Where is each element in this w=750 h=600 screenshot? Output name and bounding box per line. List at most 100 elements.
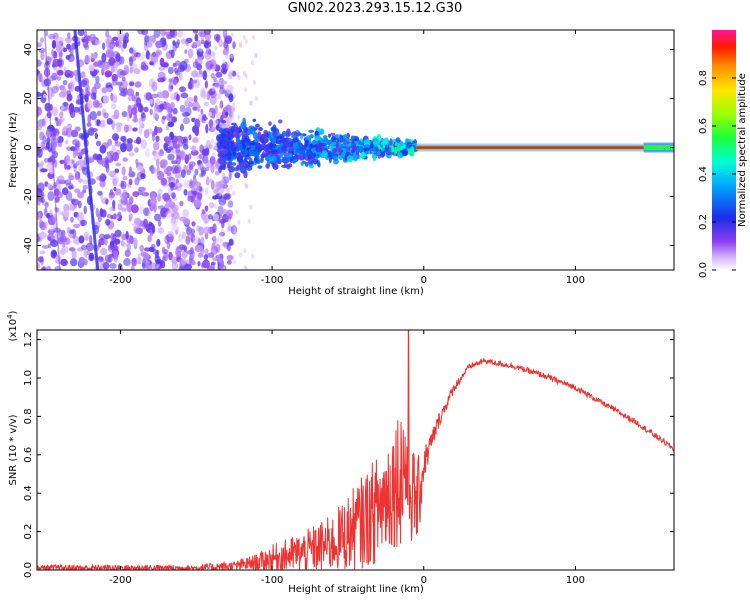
transition-blob [321,150,328,158]
noise-blob [182,209,189,218]
noise-blob [65,127,73,138]
noise-blob [47,147,52,152]
noise-blob [134,177,140,186]
noise-blob [110,232,115,242]
noise-blob [138,117,144,127]
transition-blob [268,121,272,126]
noise-blob [156,263,160,268]
noise-blob [157,227,165,235]
noise-blob [100,247,108,256]
noise-blob [120,180,127,190]
noise-blob [194,118,201,129]
noise-blob [132,118,139,123]
transition-blob [284,137,289,144]
noise-blob [150,167,157,174]
noise-blob [60,258,68,266]
transition-blob [260,153,267,159]
noise-blob [115,162,122,167]
noise-blob [120,207,127,212]
noise-blob [43,207,48,217]
spectrogram-heatmap [37,30,674,270]
transition-blob [256,143,261,148]
noise-blob [132,127,138,132]
noise-blob [235,209,239,215]
noise-blob [138,105,144,113]
x-tick-label: -200 [109,575,132,586]
noise-blob [230,69,234,75]
noise-blob [117,211,122,218]
transition-blob [264,144,272,149]
noise-blob [126,138,133,144]
noise-blob [125,230,129,240]
noise-blob [37,212,41,219]
noise-blob [39,131,45,141]
transition-blob [248,148,254,157]
noise-blob [82,189,86,194]
noise-blob [167,231,174,237]
noise-blob [101,142,109,150]
noise-blob [160,178,168,186]
noise-blob [219,232,223,237]
noise-blob [90,57,95,63]
noise-blob [178,233,183,242]
noise-blob [97,159,104,165]
noise-blob [68,229,75,235]
noise-blob [107,151,111,160]
noise-blob [212,256,219,261]
noise-blob [121,200,129,206]
transition-blob [346,155,354,163]
transition-blob [217,153,223,158]
noise-blob [252,35,256,40]
noise-blob [191,221,196,227]
transition-blob [254,123,260,128]
noise-blob [60,229,66,237]
noise-blob [211,87,215,92]
noise-blob [112,133,119,141]
noise-blob [140,112,146,122]
noise-blob [185,235,191,245]
snr-axes: -200 -100 0 100 0.0 0.2 0.4 0.6 0.8 1.0 1.2 [23,330,674,586]
y-tick-label: 0.6 [23,447,34,463]
noise-blob [140,64,149,71]
noise-blob [237,114,241,120]
noise-blob [227,200,234,208]
noise-blob [103,234,111,240]
noise-blob [217,30,222,33]
transition-blob [231,122,237,126]
noise-blob [66,226,70,234]
noise-blob [83,205,87,215]
transition-blob [294,141,299,149]
noise-blob [140,139,147,150]
noise-blob [203,254,209,260]
transition-blob [320,142,327,147]
noise-blob [243,248,247,254]
transition-blob [304,139,309,147]
transition-blob [286,163,291,170]
noise-blob [83,231,90,241]
noise-blob [210,138,214,144]
noise-blob [211,52,215,58]
noise-blob [200,166,207,175]
noise-blob [77,159,84,166]
noise-blob [194,168,199,176]
noise-blob [144,35,150,43]
y-tick-label: 1.2 [23,332,34,348]
noise-blob [186,250,194,255]
noise-blob [176,94,180,102]
noise-blob [229,185,233,190]
noise-blob [92,153,99,160]
noise-blob [210,73,215,79]
noise-blob [83,249,88,258]
noise-blob [40,51,45,61]
noise-blob [139,244,144,252]
noise-blob [37,146,41,156]
noise-blob [170,85,174,90]
noise-blob [116,125,122,132]
transition-blob [287,153,293,158]
noise-blob [137,253,142,262]
colorbar-tick-label: 0.2 [698,214,709,230]
noise-blob [57,210,64,215]
noise-blob [200,236,205,246]
noise-blob [220,67,228,74]
noise-blob [170,93,175,101]
